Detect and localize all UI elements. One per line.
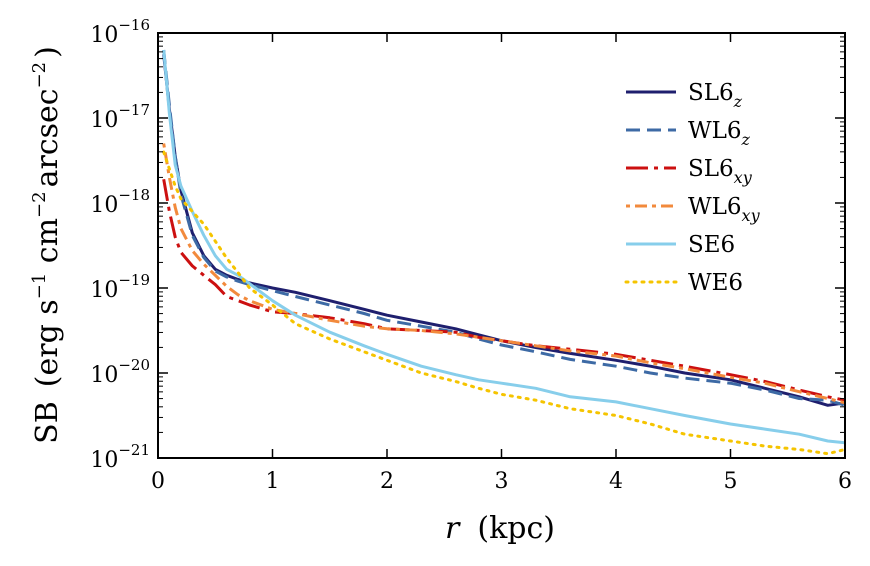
x-axis-ticks: 0 1 2 3 4 5 6 xyxy=(151,33,852,494)
y-axis-ticks: 10−16 10−17 10−18 10−19 10−20 10−21 xyxy=(90,16,845,473)
legend-label-3: WL6xy xyxy=(688,194,761,225)
legend-label-5: WE6 xyxy=(688,270,743,296)
y-axis-exp1: −1 xyxy=(29,273,50,300)
y-tick-label: 10−16 xyxy=(90,16,150,48)
y-axis-exp2: −2 xyxy=(29,191,50,218)
legend-label-2: SL6xy xyxy=(688,156,753,187)
y-tick-label: 10−19 xyxy=(90,271,150,303)
y-tick-label: 10−20 xyxy=(90,356,150,388)
y-axis-main: SB xyxy=(30,401,65,444)
y-axis-cm: cm xyxy=(30,218,65,273)
y-tick-label: 10−21 xyxy=(90,441,150,473)
legend-label-4: SE6 xyxy=(688,232,735,258)
x-tick-label: 5 xyxy=(724,469,738,494)
legend-label-0: SL6z xyxy=(688,80,743,111)
x-axis-var: r xyxy=(445,511,461,546)
y-tick-label: 10−17 xyxy=(90,101,150,133)
series-line-2 xyxy=(162,178,845,402)
x-tick-label: 6 xyxy=(838,469,852,494)
x-tick-label: 2 xyxy=(380,469,394,494)
series-line-4 xyxy=(162,49,845,445)
x-tick-label: 3 xyxy=(495,469,509,494)
series-line-5 xyxy=(162,150,845,456)
x-axis-unit: (kpc) xyxy=(477,511,555,546)
y-axis-title: SB(erg s−1 cm−2arcsec−2) xyxy=(29,46,65,444)
series-line-1 xyxy=(162,49,845,407)
x-tick-label: 0 xyxy=(151,469,165,494)
series-line-3 xyxy=(162,143,845,405)
x-axis-title: r (kpc) xyxy=(445,511,555,546)
y-axis-unit-close: ) xyxy=(30,46,65,58)
legend-label-1: WL6z xyxy=(688,118,751,149)
x-tick-label: 4 xyxy=(609,469,623,494)
y-axis-arcsec: arcsec xyxy=(30,88,65,187)
legend: SL6z WL6z SL6xy WL6xy SE6 WE6 xyxy=(624,80,761,296)
series-line-0 xyxy=(162,54,845,407)
x-tick-label: 1 xyxy=(266,469,280,494)
y-tick-label: 10−18 xyxy=(90,186,150,218)
series-layer xyxy=(162,49,845,456)
y-axis-unit-open: (erg s xyxy=(30,299,65,387)
y-axis-exp3: −2 xyxy=(29,62,50,89)
